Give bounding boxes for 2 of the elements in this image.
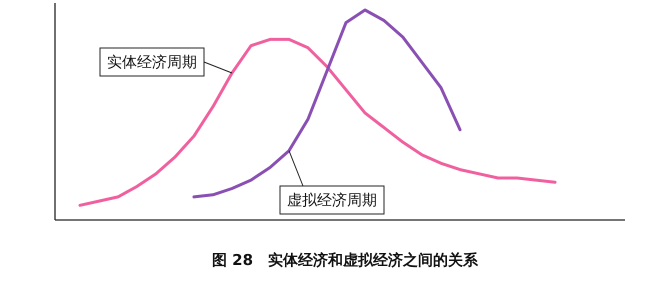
text: 图 28 实体经济和虚拟经济之间的关系	[212, 251, 480, 269]
series-label: 虚拟经济周期	[287, 191, 377, 209]
